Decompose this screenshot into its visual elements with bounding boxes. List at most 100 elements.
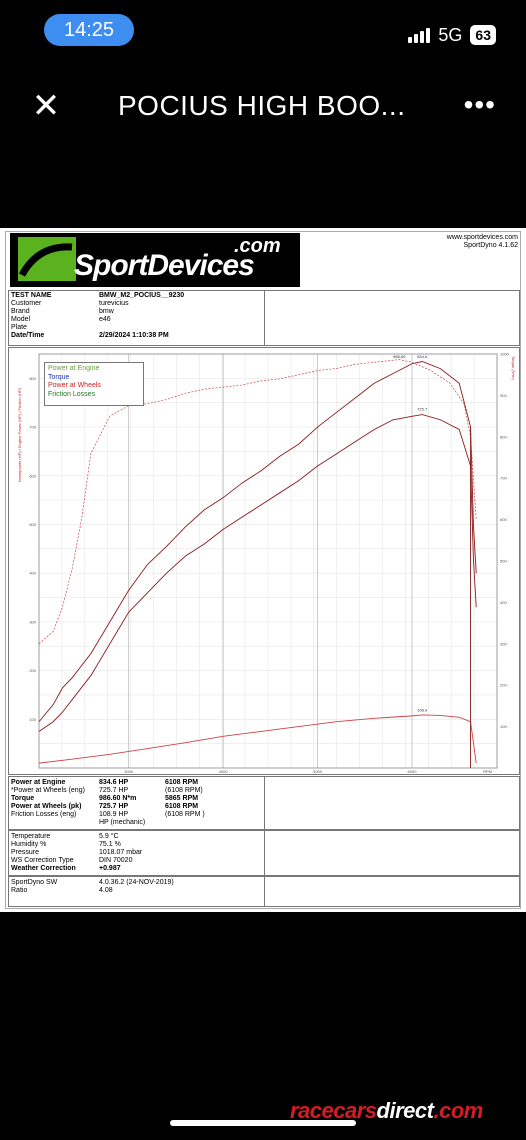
y-tick-label: 800 [29, 376, 36, 381]
result-row-value: (6108 RPM) [165, 787, 203, 794]
info-row: TEST NAME BMW_M2_POCIUS__9230 [9, 292, 264, 300]
results-table: Power at Engine 834.6 HP 6108 RPM *Power at… [8, 776, 520, 830]
condition-row-label: Humidity % [11, 841, 47, 848]
chart-legend: Power at Engine Torque Power at Wheels Fric… [44, 362, 144, 406]
software-row-value: 4.08 [99, 887, 113, 894]
y2-tick-label: 700 [500, 476, 507, 481]
result-row: Torque 986.60 N*m 5865 RPM [9, 795, 205, 803]
y-tick-label: 500 [29, 522, 36, 527]
result-row-label: Torque [11, 795, 35, 802]
conditions-table: Temperature 5.9 °C Humidity % 75.1 % Pressur… [8, 830, 520, 876]
result-row-value: HP (mechanic) [99, 819, 146, 826]
sportdevices-logo: SportDevices .com [10, 233, 300, 287]
info-row-value: turevicius [99, 300, 129, 307]
y2-axis-label: Torque (N*m) [511, 356, 516, 380]
x-tick-label: RPM [483, 769, 492, 774]
racecarsdirect-watermark: racecarsdirect.com [290, 1098, 483, 1123]
home-indicator[interactable] [170, 1120, 356, 1126]
data-label: 834.6 [417, 354, 428, 359]
y2-tick-label: 400 [500, 600, 507, 605]
y-tick-label: 300 [29, 619, 36, 624]
document-title: POCIUS HIGH BOO... [118, 90, 406, 121]
info-row-label: Date/Time [11, 332, 45, 339]
condition-row-label: Pressure [11, 849, 40, 856]
result-row: *Power at Wheels (eng) 725.7 HP (6108 RPM) [9, 787, 205, 795]
result-row-value: 6108 RPM [165, 803, 199, 810]
result-row-label: Power at Engine [11, 779, 66, 786]
condition-row: Weather Correction +0.987 [9, 865, 165, 873]
condition-row-value: DIN 70020 [99, 857, 133, 864]
software-row: Ratio 4.08 [9, 887, 165, 895]
y-tick-label: 400 [29, 571, 36, 576]
result-row-value: 5865 RPM [165, 795, 199, 802]
result-row-value: 108.9 HP [99, 811, 129, 818]
legend-item: Power at Engine [48, 365, 100, 372]
series-line [38, 361, 477, 723]
x-tick-label: 6000 [408, 769, 418, 774]
viewer-header: ✕ POCIUS HIGH BOO... ••• [0, 80, 526, 140]
condition-row-value: 75.1 % [99, 841, 121, 848]
result-row-value: (6108 RPM ) [165, 811, 205, 818]
condition-row: WS Correction Type DIN 70020 [9, 857, 165, 865]
info-row-label: TEST NAME [11, 292, 52, 299]
y2-tick-label: 200 [500, 683, 507, 688]
condition-row-label: WS Correction Type [11, 857, 74, 864]
y2-tick-label: 300 [500, 641, 507, 646]
result-row: Power at Wheels (pk) 725.7 HP 6108 RPM [9, 803, 205, 811]
status-icons: 5G 63 [408, 22, 496, 48]
condition-row-value: 1018.07 mbar [99, 849, 143, 856]
dyno-chart-svg: 3000 4000 5000 6000 RPM 100 200 300 400 500 600 700… [17, 352, 516, 775]
close-icon[interactable]: ✕ [31, 87, 61, 125]
more-dots-icon[interactable]: ••• [463, 89, 496, 120]
condition-row: Temperature 5.9 °C [9, 833, 165, 841]
result-row-value: 986.60 N*m [99, 795, 137, 802]
network-label: 5G [438, 24, 463, 45]
logo-mark [18, 237, 76, 281]
site-info: www.sportdevices.com SportDyno 4.1.62 [447, 234, 518, 250]
software-row-label: SportDyno SW [11, 879, 58, 886]
software-row-label: Ratio [11, 887, 28, 894]
y-tick-label: 200 [29, 668, 36, 673]
info-row: Plate [9, 324, 264, 332]
series-line [38, 714, 477, 764]
software-row: SportDyno SW 4.0.36.2 (24-NOV-2019) [9, 879, 174, 887]
result-row-value: 6108 RPM [165, 779, 199, 786]
result-row: Power at Engine 834.6 HP 6108 RPM [9, 779, 205, 787]
plot-area [38, 353, 498, 769]
logo-com: .com [234, 235, 281, 257]
data-label: 986.60 [393, 354, 406, 359]
report-border [5, 231, 521, 909]
condition-row-label: Temperature [11, 833, 51, 840]
y2-tick-label: 900 [500, 393, 507, 398]
time-pill: 14:25 [44, 14, 134, 46]
y-axis-label: Horsepower (HP) / Engine Power (HP) / Fr… [17, 387, 22, 482]
info-row: Date/Time 2/29/2024 1:10:38 PM [9, 332, 264, 340]
y2-tick-label: 600 [500, 517, 507, 522]
legend-item: Friction Losses [48, 390, 96, 398]
y2-tick-label: 1000 [500, 352, 510, 357]
condition-row-value: 5.9 °C [99, 833, 119, 840]
info-row-value: e46 [99, 316, 111, 323]
condition-row: Humidity % 75.1 % [9, 841, 165, 849]
legend-item: Power at Wheels [48, 382, 101, 389]
condition-row-value: +0.987 [99, 865, 121, 872]
y2-tick-label: 500 [500, 559, 507, 564]
software-table: SportDyno SW 4.0.36.2 (24-NOV-2019) Ratio 4… [8, 876, 520, 907]
data-label: 108.9 [417, 707, 428, 712]
test-info-table: TEST NAME BMW_M2_POCIUS__9230 Customer ture… [8, 290, 520, 346]
info-row: Customer turevicius [9, 300, 264, 308]
data-label: 725.7 [417, 406, 428, 411]
x-tick-label: 3000 [124, 769, 134, 774]
info-row-label: Brand [11, 308, 30, 315]
result-row-label: Power at Wheels (pk) [11, 803, 82, 810]
info-row-label: Plate [11, 324, 27, 331]
battery-icon: 63 [470, 25, 496, 45]
result-row: HP (mechanic) [9, 819, 205, 827]
result-row-value: 725.7 HP [99, 803, 129, 810]
y-tick-label: 700 [29, 425, 36, 430]
condition-row-label: Weather Correction [11, 865, 76, 872]
software-row-value: 4.0.36.2 (24-NOV-2019) [99, 879, 174, 886]
result-row-value: 725.7 HP [99, 787, 129, 794]
result-row-label: *Power at Wheels (eng) [11, 787, 85, 794]
dyno-chart: 3000 4000 5000 6000 RPM 100 200 300 400 500 600 700… [8, 347, 520, 775]
